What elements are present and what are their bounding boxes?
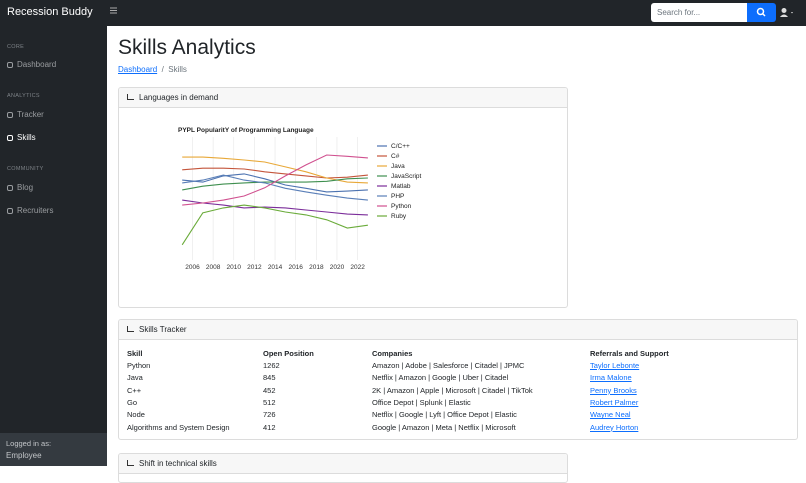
search-input[interactable]: Search for...	[651, 3, 747, 22]
table-cell: Office Depot | Splunk | Elastic	[372, 397, 471, 407]
series-line	[182, 167, 368, 179]
footer-user: Employee	[6, 451, 42, 460]
sidebar: CORE Dashboard ANALYTICS Tracker Skills COMMU…	[0, 26, 107, 466]
x-tick-label: 2018	[309, 264, 324, 271]
breadcrumb-current: Skills	[168, 65, 187, 74]
nav-icon	[7, 207, 13, 214]
card-header: Skills Tracker	[119, 320, 797, 340]
nav-icon	[7, 184, 13, 191]
x-tick-label: 2020	[330, 264, 345, 271]
section-heading: ANALYTICS	[7, 93, 40, 99]
table-card: Skills Tracker Skill Open Position Compani…	[118, 319, 798, 440]
section-heading: CORE	[7, 44, 25, 50]
x-tick-label: 2016	[288, 264, 303, 271]
menu-toggle[interactable]	[110, 7, 117, 14]
legend-label: PHP	[391, 193, 404, 200]
x-tick-label: 2022	[350, 264, 365, 271]
shift-card: Shift in technical skills	[118, 453, 568, 483]
series-line	[182, 174, 368, 201]
legend-label: Ruby	[391, 213, 407, 220]
nav-label: Blog	[17, 183, 34, 192]
table-cell: 512	[263, 397, 276, 407]
nav-icon	[7, 134, 13, 141]
search-button[interactable]	[747, 3, 776, 22]
breadcrumb-link[interactable]: Dashboard	[118, 65, 158, 74]
x-tick-label: 2010	[227, 264, 242, 271]
table-cell: 452	[263, 385, 276, 395]
nav-label: Recruiters	[17, 206, 54, 215]
section-heading: COMMUNITY	[7, 166, 44, 172]
legend-label: Python	[391, 203, 412, 210]
table-cell: 1262	[263, 361, 280, 370]
nav-item[interactable]: Dashboard	[7, 60, 56, 69]
table-header: Companies	[372, 349, 413, 358]
table-cell: Netflix | Google | Lyft | Office Depot |…	[372, 410, 517, 420]
referral-link[interactable]: Taylor Lebonte	[590, 361, 640, 370]
nav-item[interactable]: Blog	[7, 183, 33, 192]
table-header: Referrals and Support	[590, 349, 669, 358]
chart-title: PYPL PopularitY of Programming Language	[178, 127, 314, 134]
user-menu[interactable]	[779, 6, 795, 20]
table-header: Open Position	[263, 349, 314, 358]
nav-item[interactable]: Tracker	[7, 110, 44, 119]
table-cell: Java	[127, 373, 143, 383]
table-cell: 845	[263, 373, 276, 383]
footer-label: Logged in as:	[6, 439, 52, 448]
legend-label: Java	[391, 163, 405, 170]
legend-label: Matlab	[391, 183, 411, 190]
nav-item[interactable]: Recruiters	[7, 206, 53, 215]
referral-link[interactable]: Robert Palmer	[590, 397, 639, 407]
card-header: Shift in technical skills	[119, 454, 567, 474]
breadcrumb: Dashboard / Skills	[118, 65, 187, 74]
table-cell: 726	[263, 410, 276, 420]
legend-label: C#	[391, 153, 400, 160]
nav-icon	[7, 61, 13, 68]
x-tick-label: 2014	[268, 264, 283, 271]
series-line	[182, 199, 368, 216]
referral-link[interactable]: Penny Brooks	[590, 385, 637, 395]
x-tick-label: 2006	[185, 264, 200, 271]
table-cell: Go	[127, 397, 138, 407]
series-line	[182, 154, 368, 206]
referral-link[interactable]: Audrey Horton	[590, 422, 639, 432]
table-cell: Node	[127, 410, 145, 420]
nav-label: Skills	[17, 133, 36, 142]
chart: PYPL PopularitY of Programming Language 2…	[178, 127, 422, 271]
x-tick-label: 2012	[247, 264, 262, 271]
table-cell: 412	[263, 422, 276, 432]
table-cell: Python	[127, 361, 151, 370]
x-tick-label: 2008	[206, 264, 221, 271]
nav-item[interactable]: Skills	[7, 133, 36, 142]
card-header: Languages in demand	[119, 88, 567, 108]
breadcrumb-sep: /	[157, 65, 169, 74]
referral-link[interactable]: Wayne Neal	[590, 410, 631, 420]
nav-label: Dashboard	[17, 60, 57, 69]
nav-label: Tracker	[17, 110, 44, 119]
table-header: Skill	[127, 349, 143, 358]
table-cell: 2K | Amazon | Apple | Microsoft | Citade…	[372, 385, 533, 395]
legend-label: C/C++	[391, 143, 410, 150]
page-title: Skills Analytics	[118, 36, 256, 59]
brand[interactable]: Recession Buddy	[7, 6, 93, 18]
referral-link[interactable]: Irma Malone	[590, 373, 632, 383]
table-cell: C++	[127, 385, 142, 395]
table-cell: Netflix | Amazon | Google | Uber | Citad…	[372, 373, 509, 383]
table-cell: Algorithms and System Design	[127, 422, 230, 432]
legend-label: JavaScript	[391, 173, 422, 180]
table-cell: Amazon | Adobe | Salesforce | Citadel | …	[372, 361, 525, 370]
sidebar-footer: Logged in as: Employee	[0, 433, 107, 466]
series-line	[181, 204, 368, 246]
table-cell: Google | Amazon | Meta | Netflix | Micro…	[372, 422, 516, 432]
nav-icon	[7, 111, 13, 118]
